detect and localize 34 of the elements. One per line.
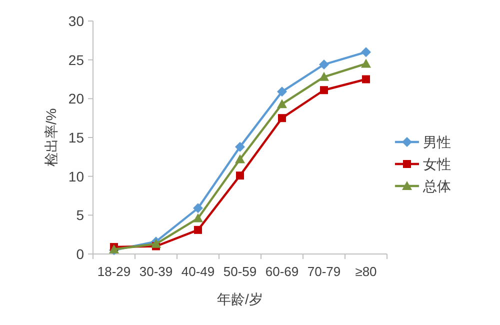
legend-label: 女性 [423,156,451,172]
legend-label: 男性 [423,134,451,150]
point [277,99,287,108]
x-axis-title: 年龄/岁 [217,291,263,307]
point [320,86,328,94]
x-tick-label: 60-69 [265,264,299,279]
x-tick-label: 50-59 [223,264,257,279]
y-axis-title: 检出率/% [43,108,59,167]
y-tick-label: 25 [68,52,84,68]
y-tick-label: 10 [68,168,84,184]
y-tick-label: 5 [76,207,84,224]
point [278,114,286,122]
point [236,172,244,180]
legend-label: 总体 [422,178,451,194]
point [194,226,202,234]
point [319,72,329,81]
point [193,213,203,222]
point [361,47,371,58]
x-tick-label: ≥80 [355,264,377,279]
x-tick-label: 18-29 [97,264,131,279]
y-tick-label: 30 [68,13,84,29]
point [193,203,203,214]
point [277,86,287,97]
x-tick-label: 30-39 [139,264,173,279]
point [361,58,371,68]
point [235,142,245,152]
y-tick-label: 15 [68,130,84,146]
x-tick-label: 40-49 [181,264,215,279]
y-tick-label: 0 [76,246,84,262]
point [319,59,329,70]
y-tick-label: 20 [68,90,84,107]
point [362,75,370,84]
point [235,154,245,164]
x-tick-label: 70-79 [307,264,341,279]
